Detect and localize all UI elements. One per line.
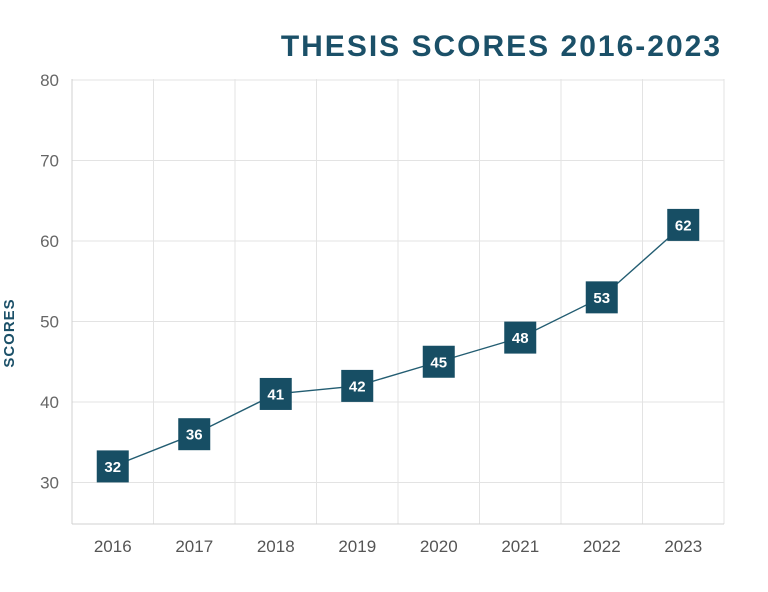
data-point: 41 [259, 377, 292, 410]
x-tick-label: 2023 [664, 537, 702, 556]
data-point: 45 [422, 345, 455, 378]
x-tick-label: 2021 [501, 537, 539, 556]
y-tick-label: 80 [40, 71, 59, 90]
data-point-marker [667, 208, 700, 241]
grid [72, 79, 725, 524]
data-point-marker [422, 345, 455, 378]
data-point-marker [178, 418, 211, 451]
x-tick-label: 2019 [338, 537, 376, 556]
data-point-marker [259, 377, 292, 410]
x-tick-label: 2020 [420, 537, 458, 556]
data-markers: 32 36 41 42 45 48 53 62 [96, 208, 700, 483]
x-tick-label: 2022 [583, 537, 621, 556]
chart-title: THESIS SCORES 2016-2023 [281, 30, 722, 63]
data-point: 42 [341, 369, 374, 402]
data-point: 62 [667, 208, 700, 241]
y-axis-label: SCORES [1, 298, 18, 367]
data-point: 32 [96, 450, 129, 483]
y-tick-label: 50 [40, 313, 59, 332]
y-tick-label: 60 [40, 232, 59, 251]
data-point-marker [585, 281, 618, 314]
data-point: 48 [504, 321, 537, 354]
data-label: 42 [349, 378, 366, 395]
data-point: 36 [178, 418, 211, 451]
y-tick-label: 70 [40, 152, 59, 171]
x-tick-label: 2016 [94, 537, 132, 556]
data-label: 45 [430, 354, 447, 371]
axes: 30 40 50 60 70 80 2016 2017 2018 2019 2020 2021 2022… [40, 71, 724, 556]
data-label: 41 [267, 386, 284, 403]
data-point-marker [341, 369, 374, 402]
data-label: 48 [512, 330, 529, 347]
data-point: 53 [585, 281, 618, 314]
data-label: 53 [593, 290, 610, 307]
data-label: 62 [675, 217, 692, 234]
x-tick-label: 2017 [175, 537, 213, 556]
y-tick-label: 30 [40, 474, 59, 493]
x-tick-label: 2018 [257, 537, 295, 556]
data-point-marker [96, 450, 129, 483]
data-label: 32 [104, 459, 121, 476]
data-point-marker [504, 321, 537, 354]
y-tick-label: 40 [40, 393, 59, 412]
data-label: 36 [186, 427, 203, 444]
